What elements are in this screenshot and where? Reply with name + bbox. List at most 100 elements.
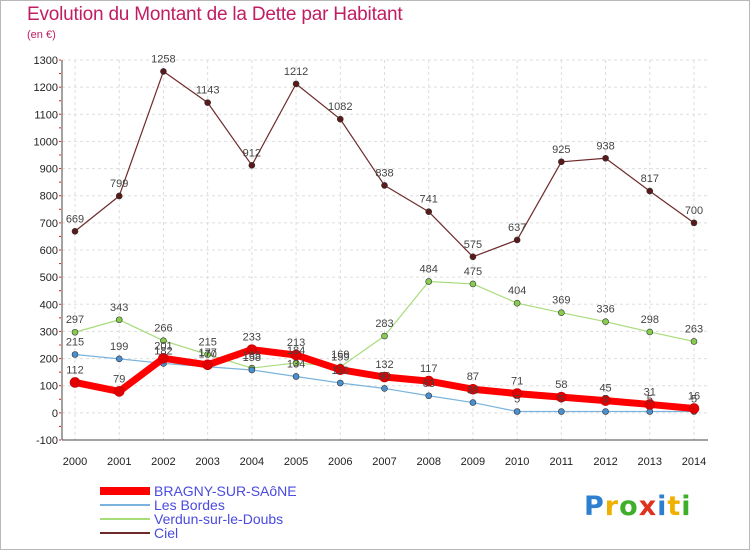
data-label: 117	[420, 363, 438, 375]
data-label: 925	[552, 144, 570, 156]
data-label: 1143	[196, 85, 220, 97]
y-tick-label: 400	[40, 299, 58, 311]
data-label: 215	[66, 337, 84, 349]
data-label: 184	[287, 345, 305, 357]
legend-swatch	[100, 504, 150, 506]
y-tick-label: 800	[40, 191, 58, 203]
legend-item: Les Bordes	[100, 497, 400, 513]
data-label: 484	[420, 263, 438, 275]
data-label: 110	[332, 365, 350, 377]
data-label: 369	[552, 295, 570, 307]
data-point	[511, 388, 523, 399]
data-label: 1258	[151, 53, 175, 65]
data-point	[688, 403, 700, 414]
data-label: 58	[555, 379, 567, 391]
data-point	[513, 236, 521, 244]
data-point	[425, 278, 433, 285]
data-label: 71	[511, 376, 523, 388]
data-point	[113, 386, 125, 397]
data-label: 170	[198, 349, 216, 361]
data-point	[513, 299, 521, 307]
legend-label: Les Bordes	[154, 497, 225, 513]
data-label: 90	[378, 370, 390, 382]
data-point	[158, 352, 169, 364]
data-point	[248, 366, 256, 374]
data-label: 817	[641, 173, 659, 185]
data-point	[115, 192, 123, 200]
legend-swatch	[100, 518, 150, 520]
chart-unit: (en €)	[27, 29, 56, 41]
data-label: 298	[641, 314, 659, 326]
data-point	[646, 187, 654, 195]
y-tick-label: -100	[36, 435, 58, 447]
data-point	[292, 373, 300, 380]
x-tick-label: 2008	[416, 456, 440, 468]
x-tick-label: 2009	[461, 456, 485, 468]
y-tick-label: 500	[40, 272, 58, 284]
data-label: 1082	[328, 101, 352, 113]
data-label: 38	[467, 385, 479, 397]
data-label: 297	[66, 314, 84, 326]
legend-item: BRAGNY-SUR-SAôNE	[100, 483, 400, 499]
x-tick-label: 2011	[550, 456, 574, 468]
data-point	[290, 349, 302, 361]
data-label: 1212	[284, 66, 308, 78]
data-label: 159	[331, 352, 349, 364]
logo-letter: x	[638, 491, 658, 522]
data-point	[204, 99, 211, 106]
x-tick-label: 2010	[505, 456, 529, 468]
data-label: 404	[508, 285, 526, 297]
legend-label: Verdun-sur-le-Doubs	[154, 511, 284, 527]
data-point	[602, 408, 609, 415]
data-label: 5	[603, 394, 609, 406]
legend-item: Verdun-sur-le-Doubs	[100, 511, 400, 527]
data-label: 343	[110, 302, 128, 314]
data-label: 575	[464, 239, 482, 251]
y-tick-label: 0	[52, 408, 58, 420]
data-point	[381, 182, 388, 189]
data-point	[602, 154, 609, 162]
x-tick-label: 2014	[682, 456, 706, 468]
data-point	[646, 328, 654, 336]
data-label: 132	[375, 359, 393, 371]
proxiti-logo: Proxiti	[584, 491, 692, 522]
y-tick-label: 600	[40, 245, 58, 257]
data-point	[115, 316, 123, 324]
data-label: 177	[198, 347, 216, 359]
x-tick-label: 2012	[593, 456, 617, 468]
data-label: 87	[467, 371, 479, 383]
data-point	[644, 399, 656, 410]
data-label: 16	[688, 391, 700, 403]
data-point	[513, 408, 521, 415]
data-point	[690, 219, 698, 227]
logo-letter: i	[681, 491, 692, 522]
data-point	[202, 359, 213, 371]
data-label: 938	[596, 140, 614, 152]
data-point	[467, 383, 479, 395]
logo-letter: i	[657, 491, 668, 522]
x-tick-label: 2000	[63, 456, 87, 468]
data-label: 182	[154, 345, 172, 357]
data-point	[336, 115, 344, 123]
y-tick-label: 200	[40, 354, 58, 366]
data-label: 134	[287, 358, 305, 370]
data-label: 266	[154, 323, 172, 335]
data-label: 199	[110, 341, 128, 353]
x-tick-label: 2013	[638, 456, 662, 468]
data-point	[292, 80, 300, 88]
data-label: 336	[596, 304, 614, 316]
x-tick-label: 2002	[151, 456, 175, 468]
data-point	[248, 162, 256, 169]
legend-label: Ciel	[154, 525, 179, 541]
data-label: 63	[423, 378, 435, 390]
data-label: 741	[420, 194, 438, 206]
data-point	[204, 351, 211, 358]
legend-label: BRAGNY-SUR-SAôNE	[154, 483, 297, 499]
legend-item: Ciel	[100, 525, 400, 541]
data-label: 799	[110, 178, 128, 190]
data-label: 475	[464, 266, 482, 278]
data-label: 213	[287, 337, 305, 349]
data-label: 79	[113, 373, 125, 385]
data-point	[556, 391, 567, 403]
data-point	[71, 227, 79, 235]
